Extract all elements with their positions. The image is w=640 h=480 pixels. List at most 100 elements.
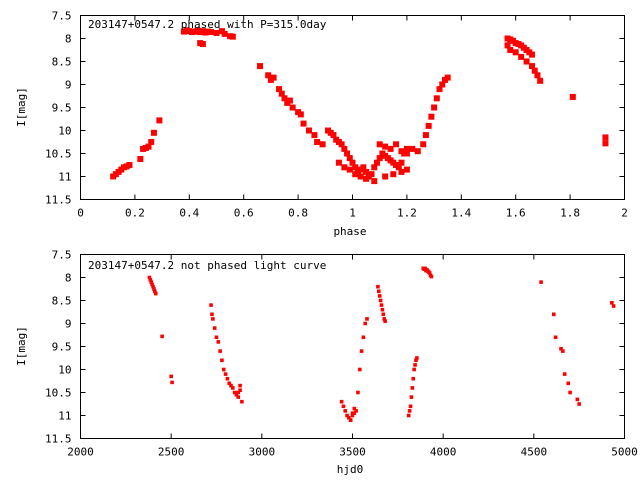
phased-data-point xyxy=(199,41,206,48)
unphased-data-point xyxy=(221,367,226,372)
unphased-data-point xyxy=(539,280,543,284)
phased-x-tick-label: 0.4 xyxy=(179,207,199,220)
unphased-data-point xyxy=(211,317,215,321)
unphased-data-points xyxy=(147,266,616,422)
phased-data-point xyxy=(403,145,410,152)
unphased-data-point xyxy=(568,390,572,395)
unphased-data-point xyxy=(216,340,221,344)
unphased-y-tick-label: 10.5 xyxy=(45,387,72,400)
unphased-data-point xyxy=(376,289,381,294)
phased-data-point xyxy=(341,164,348,171)
phased-data-point xyxy=(537,77,544,84)
phased-data-point xyxy=(213,29,220,36)
phased-data-point xyxy=(330,132,337,139)
unphased-data-point xyxy=(559,347,563,351)
phased-data-point xyxy=(346,166,353,173)
unphased-data-point xyxy=(414,358,418,363)
phased-data-point xyxy=(433,95,440,102)
phased-data-point xyxy=(300,120,307,127)
phased-x-tick-label: 2 xyxy=(621,207,628,220)
phased-data-point xyxy=(523,58,530,65)
phased-x-tick-label: 1 xyxy=(349,207,356,220)
unphased-data-point xyxy=(227,381,231,386)
phased-data-point xyxy=(395,164,402,171)
phased-y-tick-label: 7.5 xyxy=(52,10,72,23)
phased-data-point xyxy=(414,148,421,155)
unphased-data-point xyxy=(352,411,357,415)
unphased-y-tick-label: 8 xyxy=(65,272,72,285)
unphased-data-point xyxy=(214,335,219,340)
phased-data-point xyxy=(398,168,405,175)
unphased-data-point xyxy=(220,358,224,363)
phased-data-point xyxy=(363,175,370,182)
unphased-data-point xyxy=(348,418,353,422)
unphased-data-point xyxy=(209,303,213,307)
phased-data-point xyxy=(368,171,375,178)
unphased-data-point xyxy=(365,317,369,321)
unphased-data-point xyxy=(236,390,241,395)
phased-data-point xyxy=(335,159,342,166)
phased-data-point xyxy=(382,143,389,150)
phased-data-point xyxy=(420,141,427,148)
phased-data-point xyxy=(289,104,296,111)
unphased-data-point xyxy=(363,321,367,326)
phased-y-tick-label: 10 xyxy=(58,125,71,138)
phased-data-point xyxy=(257,63,264,70)
unphased-data-point xyxy=(232,390,237,395)
unphased-data-point xyxy=(148,278,153,282)
phased-data-point xyxy=(371,178,378,185)
unphased-data-point xyxy=(411,376,416,381)
phased-data-point xyxy=(148,139,155,145)
phased-data-point xyxy=(314,139,321,145)
phased-data-point xyxy=(398,159,405,166)
unphased-data-point xyxy=(379,303,384,307)
phased-data-point xyxy=(382,173,389,180)
unphased-data-point xyxy=(561,349,565,353)
unphased-y-axis-label: I[mag] xyxy=(15,326,28,366)
unphased-x-tick-label: 4500 xyxy=(521,446,548,459)
phased-data-point xyxy=(569,93,576,100)
phased-data-point xyxy=(137,156,144,163)
phased-data-point xyxy=(518,53,525,60)
unphased-y-tick-label: 11 xyxy=(58,410,71,423)
phased-data-point xyxy=(352,171,359,178)
phased-light-curve-panel: 0 0.2 0.4 0.6 0.8 1 1.2 1.4 1.6 1.8 2 7.5 8 8.5 9 9.5 10… xyxy=(15,10,628,239)
phased-data-point xyxy=(363,168,370,175)
unphased-data-point xyxy=(229,383,233,388)
phased-data-point xyxy=(297,111,304,118)
unphased-data-point xyxy=(413,363,417,367)
unphased-x-tick-label: 2500 xyxy=(158,446,185,459)
phased-data-point xyxy=(444,74,451,81)
phased-y-tick-label: 9 xyxy=(65,79,72,92)
unphased-data-point xyxy=(169,374,173,379)
unphased-y-tick-label: 7.5 xyxy=(52,249,72,262)
unphased-data-point xyxy=(382,317,387,321)
phased-data-point xyxy=(344,150,351,157)
unphased-data-point xyxy=(412,367,416,372)
unphased-data-point xyxy=(409,395,414,399)
unphased-x-tick-label: 5000 xyxy=(611,446,638,459)
phased-data-point xyxy=(409,145,416,152)
unphased-data-point xyxy=(170,380,174,385)
phased-data-point xyxy=(531,67,538,74)
unphased-data-point xyxy=(238,388,242,392)
unphased-data-point xyxy=(152,287,156,291)
phased-chart-title: 203147+0547.2 phased with P=315.0day xyxy=(88,18,327,31)
unphased-data-point xyxy=(356,390,360,395)
phased-data-point xyxy=(229,33,236,40)
unphased-data-point xyxy=(147,275,152,280)
unphased-data-point xyxy=(350,411,355,415)
phased-x-tick-label: 0.2 xyxy=(125,207,145,220)
unphased-y-tick-label: 11.5 xyxy=(45,433,72,446)
phased-data-point xyxy=(281,95,288,102)
phased-plot-frame xyxy=(80,15,625,200)
unphased-data-point xyxy=(359,349,364,353)
phased-data-point xyxy=(398,148,405,155)
unphased-chart-title: 203147+0547.2 not phased light curve xyxy=(88,259,326,272)
unphased-data-point xyxy=(577,402,581,406)
phased-data-point xyxy=(276,86,283,93)
phased-data-point xyxy=(387,145,394,152)
unphased-data-point xyxy=(150,282,154,287)
unphased-data-point xyxy=(234,393,239,397)
phased-data-point xyxy=(278,90,285,97)
